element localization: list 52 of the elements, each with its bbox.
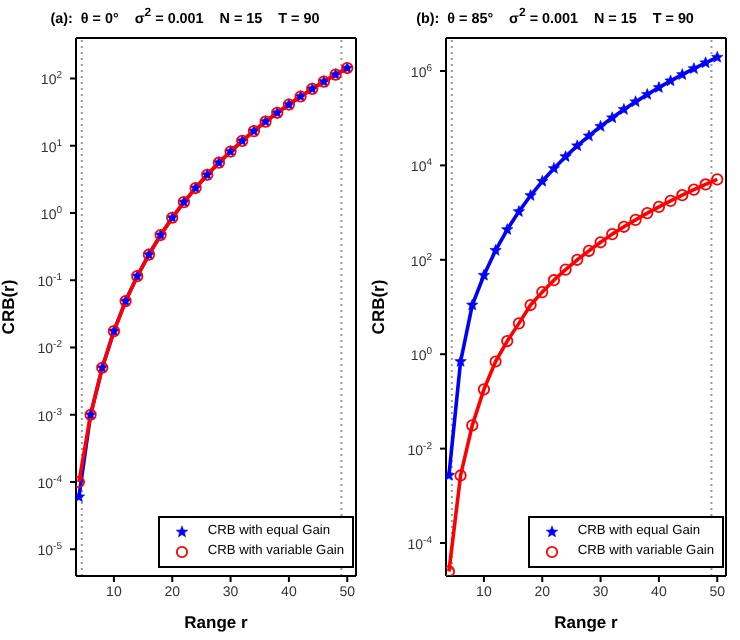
point: [687, 62, 700, 74]
point: [547, 162, 560, 174]
point: [466, 419, 479, 432]
point: [606, 228, 619, 241]
y-axis-title: CRB(r): [368, 279, 389, 335]
point: [606, 111, 619, 123]
point: [512, 205, 525, 217]
point: [454, 469, 467, 482]
point: [536, 175, 549, 187]
point: [617, 103, 630, 115]
point: [641, 207, 654, 220]
point: [477, 268, 490, 281]
point: [687, 183, 701, 196]
point: [547, 274, 561, 287]
point: [489, 244, 502, 256]
point: [629, 95, 642, 107]
x-axis-title: Range r: [554, 612, 620, 632]
point: [676, 189, 689, 202]
point: [559, 150, 572, 162]
point: [571, 253, 584, 266]
point: [711, 51, 724, 63]
point: [76, 475, 86, 489]
point: [664, 74, 677, 87]
point: [466, 298, 479, 311]
point: [664, 194, 677, 207]
point: [582, 244, 596, 257]
point: [524, 298, 537, 312]
point: [582, 129, 595, 142]
point: [536, 285, 549, 299]
point: [711, 173, 724, 186]
point: [699, 56, 712, 68]
point: [571, 139, 584, 151]
x-axis-title: Range r: [184, 612, 250, 632]
point: [629, 213, 642, 227]
point: [489, 355, 502, 368]
point: [454, 355, 467, 367]
point: [594, 120, 607, 132]
point: [477, 383, 491, 396]
point: [676, 68, 689, 80]
point: [641, 88, 654, 100]
point: [594, 236, 607, 249]
point: [652, 81, 665, 93]
point: [446, 565, 456, 576]
point: [652, 200, 666, 214]
point: [501, 223, 514, 235]
point: [512, 317, 526, 330]
point: [699, 178, 712, 191]
point: [501, 334, 514, 348]
point: [559, 263, 572, 276]
y-axis-title: CRB(r): [0, 279, 19, 335]
point: [524, 189, 537, 201]
point: [617, 220, 631, 233]
